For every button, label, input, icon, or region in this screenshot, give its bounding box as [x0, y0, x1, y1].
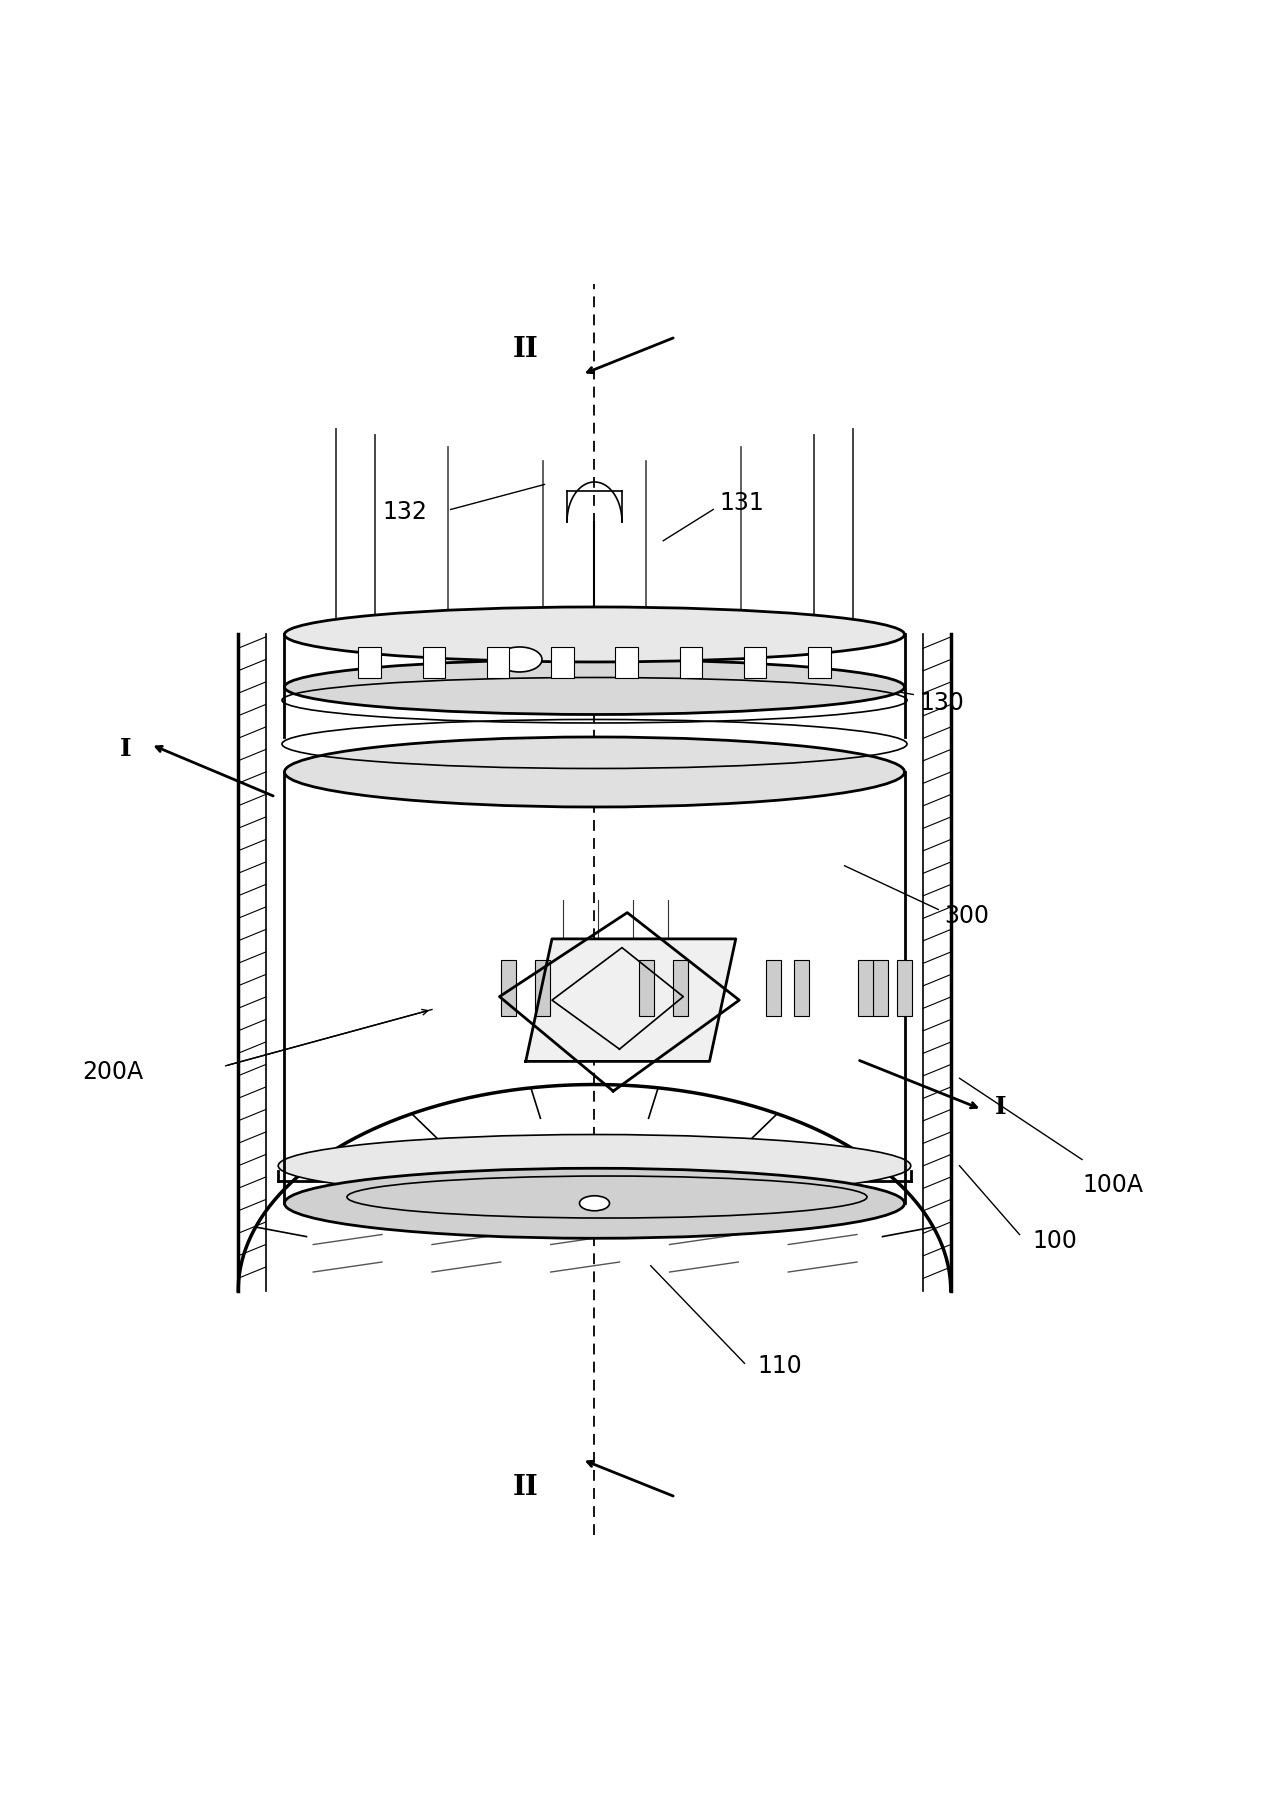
- Text: 131: 131: [719, 491, 765, 515]
- Text: 132: 132: [382, 500, 427, 524]
- Bar: [896, 959, 911, 1015]
- Text: II: II: [513, 1473, 538, 1501]
- Bar: [858, 959, 873, 1015]
- Bar: [794, 959, 809, 1015]
- Bar: [744, 648, 766, 678]
- Text: I: I: [995, 1095, 1006, 1119]
- Text: 200A: 200A: [82, 1060, 143, 1084]
- Ellipse shape: [284, 1168, 905, 1239]
- Bar: [358, 648, 380, 678]
- Bar: [808, 648, 830, 678]
- Text: 130: 130: [919, 691, 964, 715]
- Ellipse shape: [284, 737, 905, 808]
- Ellipse shape: [284, 660, 905, 715]
- Bar: [616, 648, 638, 678]
- Bar: [638, 959, 653, 1015]
- Bar: [501, 959, 516, 1015]
- Text: 110: 110: [757, 1353, 801, 1377]
- Bar: [535, 959, 550, 1015]
- Ellipse shape: [278, 1135, 911, 1197]
- Text: I: I: [120, 737, 131, 762]
- Ellipse shape: [579, 1195, 609, 1211]
- Ellipse shape: [284, 608, 905, 662]
- Bar: [680, 648, 703, 678]
- Bar: [873, 959, 889, 1015]
- Bar: [672, 959, 688, 1015]
- Text: 100A: 100A: [1082, 1173, 1143, 1197]
- Ellipse shape: [497, 648, 542, 671]
- Bar: [422, 648, 445, 678]
- Bar: [551, 648, 574, 678]
- Text: II: II: [513, 337, 538, 364]
- Bar: [487, 648, 509, 678]
- Text: 300: 300: [944, 904, 990, 928]
- Bar: [766, 959, 781, 1015]
- Text: 100: 100: [1031, 1230, 1077, 1253]
- Polygon shape: [526, 939, 736, 1062]
